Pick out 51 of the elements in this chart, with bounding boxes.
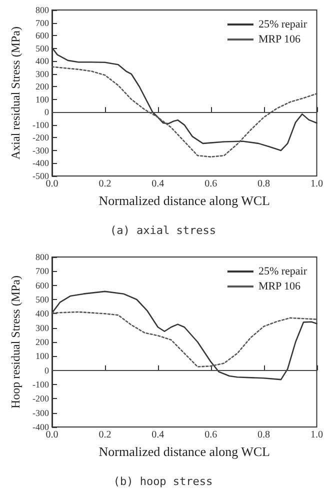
y-axis-title: Hoop residual Stress (MPa) [8,276,23,408]
y-tick-label: 300 [36,68,50,79]
y-tick-label: 200 [36,82,50,92]
x-tick-label: 0.0 [46,178,58,190]
x-tick-label: 0.0 [46,430,58,440]
y-tick-label: 600 [36,280,50,290]
y-tick-label: 700 [36,266,50,276]
line-series [51,311,318,368]
y-tick-label: -200 [32,394,50,404]
y-tick-label: -500 [32,171,50,181]
x-tick-label: 0.6 [204,178,218,190]
x-tick-label: 0.4 [152,430,164,440]
y-tick-label: 800 [36,5,50,15]
y-tick-label: 100 [36,351,50,362]
text: (b) hoop stress [112,475,214,488]
y-tick-label: 600 [36,30,50,41]
y-tick-label: -200 [32,132,50,143]
y-tick-label: 800 [36,252,50,262]
y-tick-label: 500 [36,43,50,54]
x-tick-label: 0.4 [152,178,164,190]
y-tick-label: 100 [36,94,50,104]
line-series [51,66,318,158]
text: (a) axial stress [109,224,217,237]
y-tick-label: -300 [32,145,50,156]
y-tick-label: -300 [32,408,50,418]
y-tick-label: 400 [36,56,50,66]
x-tick-label: 1.0 [310,430,323,440]
x-tick-label: 0.6 [204,430,218,440]
y-tick-label: -400 [32,422,50,432]
legend-label: MRP 106 [258,280,302,292]
x-axis-title: Normalized distance along WCL [98,444,270,459]
y-tick-label: 500 [36,294,50,304]
y-tick-label: 300 [36,322,50,333]
y-tick-label: 0 [44,365,50,376]
legend-label: 25% repair [258,266,308,278]
y-tick-label: 200 [36,337,50,347]
y-tick-label: -100 [32,120,50,130]
x-tick-label: 0.8 [258,430,270,440]
x-tick-label: 0.2 [98,178,112,190]
y-tick-label: -100 [32,380,50,390]
legend-label: 25% repair [258,18,308,30]
y-tick-label: 700 [36,18,50,28]
x-tick-label: 0.2 [98,430,112,440]
y-axis-title: Axial residual Stress (MPa) [8,26,23,160]
y-tick-label: 0 [44,107,50,118]
y-tick-label: 400 [36,308,50,319]
legend-label: MRP 106 [258,34,302,46]
x-tick-label: 1.0 [310,178,323,190]
y-tick-label: -400 [32,158,50,168]
x-axis-title: Normalized distance along WCL [98,193,270,208]
x-tick-label: 0.8 [258,178,270,190]
